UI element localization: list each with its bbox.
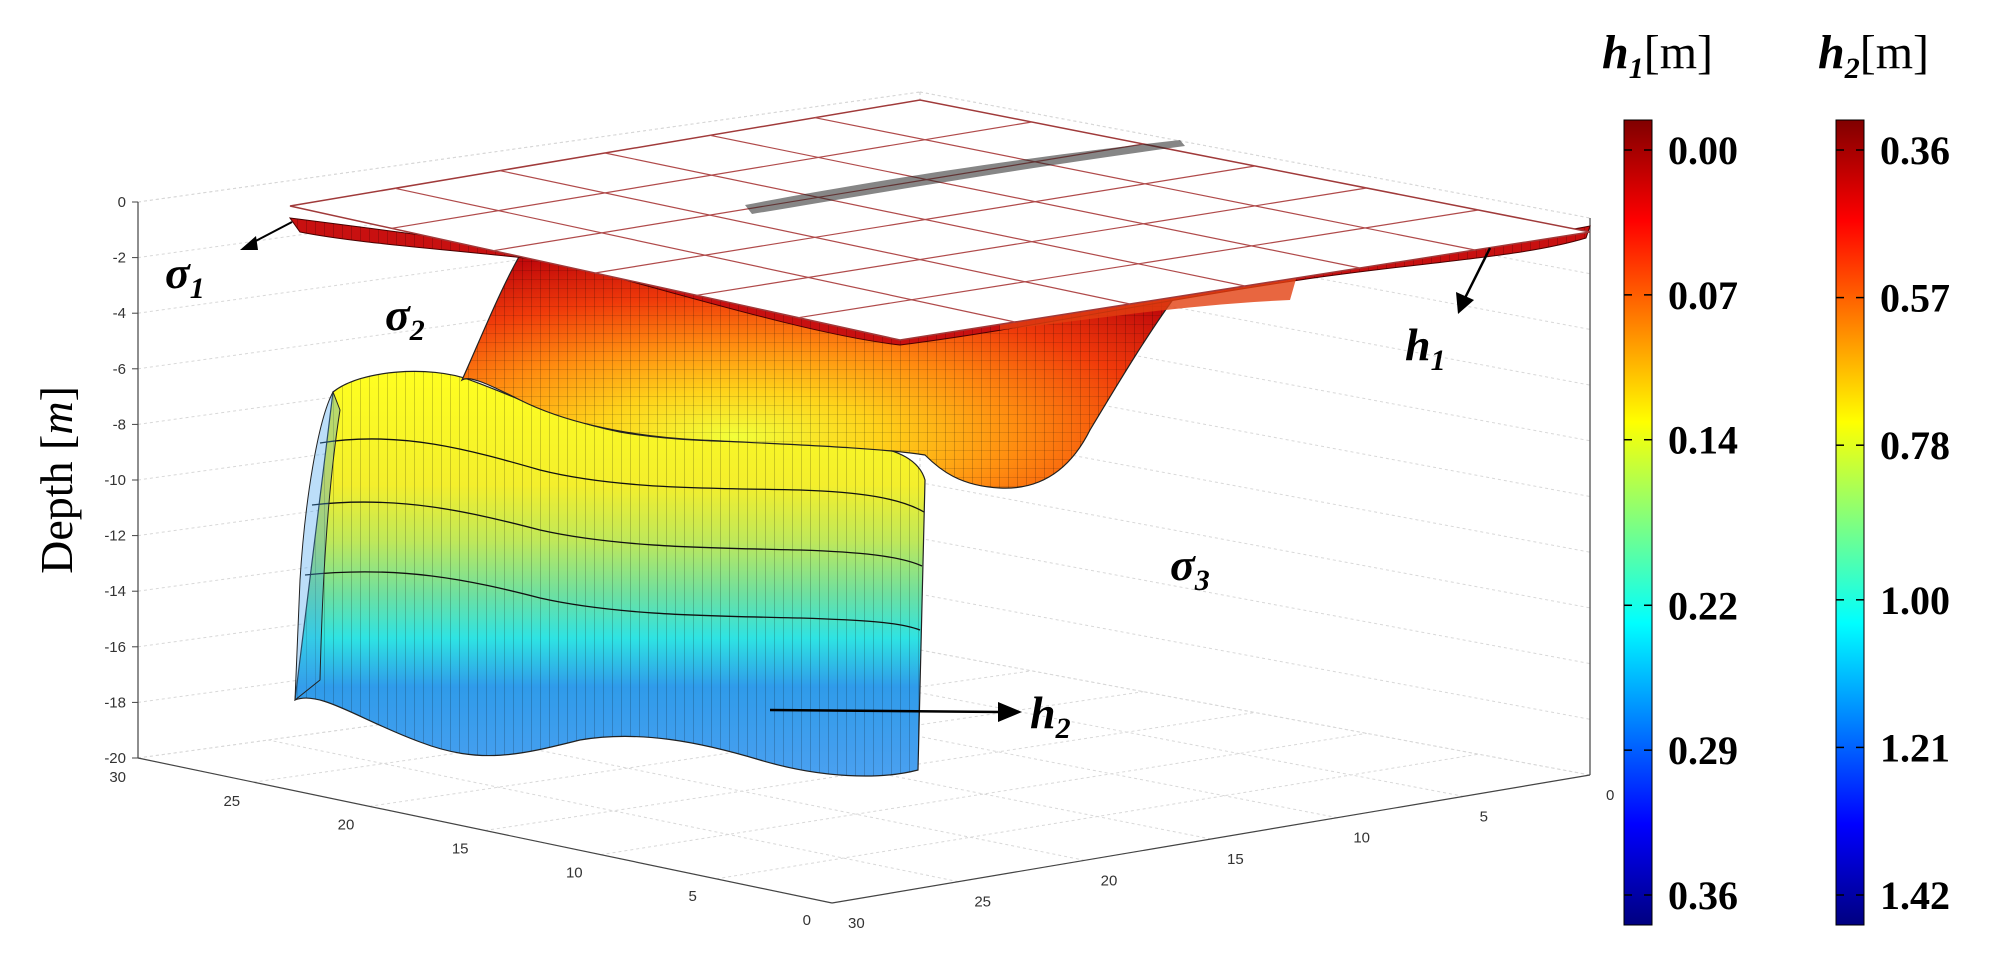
annotation-h1: h1 <box>1405 247 1492 377</box>
z-tick-label: -16 <box>104 639 126 656</box>
z-tick-label: -12 <box>104 528 126 545</box>
surface-h2 <box>294 370 926 777</box>
annotation-sigma2: σ2 <box>385 289 425 347</box>
surface-h1-plane <box>289 99 1591 341</box>
surface-h1 <box>288 99 1591 346</box>
svg-text:σ3: σ3 <box>1170 539 1210 597</box>
x-tick-label: 10 <box>566 864 583 881</box>
svg-text:σ1: σ1 <box>165 247 205 305</box>
x-tick-label: 15 <box>452 841 469 858</box>
x-tick-label: 25 <box>223 793 240 810</box>
y-tick-label: 15 <box>1227 851 1244 868</box>
plane-mesh-band <box>745 140 1185 214</box>
colorbar-h2-gradient <box>1835 119 1865 926</box>
annotation-sigma3: σ3 <box>1170 539 1210 597</box>
z-tick-label: 0 <box>118 194 126 211</box>
z-tick-label: -2 <box>113 250 126 267</box>
colorbar-tick-label: 0.29 <box>1668 728 1738 773</box>
z-axis-label: Depth [m] <box>31 386 82 574</box>
colorbar-h2: h2[m] 0.36 0.57 0.78 1.00 1.21 1.42 <box>1818 26 1950 926</box>
y-axis-ticks: 0 5 10 15 20 25 30 <box>848 787 1614 932</box>
svg-text:Depth [m]: Depth [m] <box>31 386 82 574</box>
colorbar-tick-label: 1.00 <box>1880 578 1950 623</box>
x-tick-label: 20 <box>338 817 355 834</box>
y-tick-label: 0 <box>1606 787 1614 804</box>
svg-text:h2: h2 <box>1030 687 1071 745</box>
z-tick-label: -14 <box>104 583 126 600</box>
z-axis-label-text: Depth <box>31 461 82 573</box>
z-tick-label: -8 <box>113 416 126 433</box>
z-tick-label: -6 <box>113 361 126 378</box>
colorbar-h1-ticks: 0.00 0.07 0.14 0.22 0.29 0.36 <box>1624 128 1738 918</box>
svg-text:h1[m]: h1[m] <box>1602 26 1713 85</box>
z-axis-ticks: 0 -2 -4 -6 -8 -10 -12 -14 -16 -18 -20 <box>104 194 138 767</box>
colorbar-tick-label: 0.07 <box>1668 273 1738 318</box>
svg-text:h1: h1 <box>1405 319 1446 377</box>
colorbar-tick-label: 0.14 <box>1668 418 1738 463</box>
z-tick-label: -18 <box>104 694 126 711</box>
annotations: σ1 σ2 σ3 h1 h2 <box>165 221 1492 745</box>
annotation-sigma1: σ1 <box>165 221 293 305</box>
z-axis-label-unit: m <box>31 401 82 434</box>
z-tick-label: -10 <box>104 472 126 489</box>
z-tick-label: -4 <box>113 305 126 322</box>
y-tick-label: 25 <box>974 894 991 911</box>
colorbar-tick-label: 0.22 <box>1668 583 1738 628</box>
colorbar-h1: h1[m] 0.00 0.07 0.14 0.22 0.29 0.36 <box>1602 26 1738 926</box>
colorbar-tick-label: 0.57 <box>1880 276 1950 321</box>
colorbar-tick-label: 1.42 <box>1880 873 1950 918</box>
colorbar-h1-gradient <box>1623 119 1653 926</box>
y-tick-label: 5 <box>1480 808 1488 825</box>
x-axis-ticks: 30 25 20 15 10 5 0 <box>109 769 811 929</box>
colorbar-tick-label: 0.36 <box>1668 873 1738 918</box>
x-tick-label: 5 <box>688 888 696 905</box>
svg-text:h2[m]: h2[m] <box>1818 26 1929 85</box>
y-tick-label: 20 <box>1101 872 1118 889</box>
colorbar-tick-label: 0.00 <box>1668 128 1738 173</box>
z-tick-label: -20 <box>104 750 126 767</box>
x-tick-label: 30 <box>109 769 126 786</box>
y-tick-label: 10 <box>1353 830 1370 847</box>
annotation-h2: h2 <box>769 687 1071 745</box>
colorbar-h2-ticks: 0.36 0.57 0.78 1.00 1.21 1.42 <box>1836 128 1950 918</box>
surface-h2-contours <box>304 438 925 631</box>
x-tick-label: 0 <box>803 912 811 929</box>
colorbar-tick-label: 0.36 <box>1880 128 1950 173</box>
svg-text:σ2: σ2 <box>385 289 425 347</box>
colorbar-tick-label: 0.78 <box>1880 423 1950 468</box>
y-tick-label: 30 <box>848 915 865 932</box>
colorbar-tick-label: 1.21 <box>1880 725 1950 770</box>
